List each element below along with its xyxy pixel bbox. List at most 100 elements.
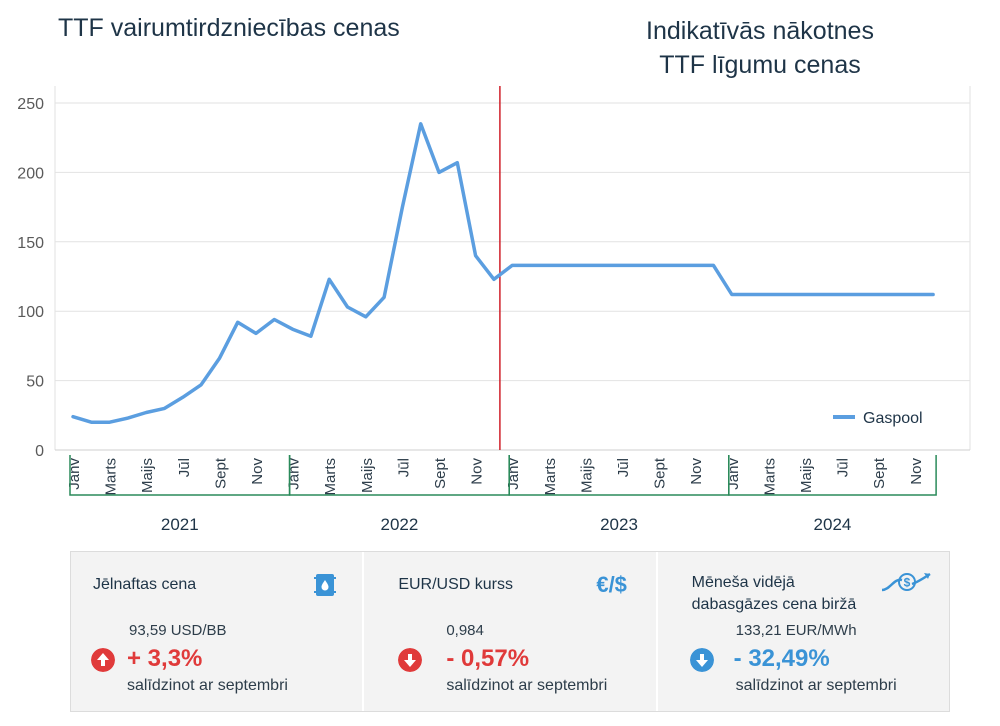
data-point <box>603 264 605 266</box>
x-month-label: Sept <box>871 457 888 489</box>
data-point <box>914 294 916 296</box>
card-gas-price-note: salīdzinot ar septembri <box>735 677 897 694</box>
card-gas-price-change: - 32,49% <box>733 645 830 672</box>
y-tick-label: 150 <box>17 235 44 252</box>
data-point <box>896 294 897 296</box>
y-tick-label: 250 <box>17 96 44 113</box>
data-point <box>456 162 458 164</box>
price-line-chart: 0 50 100 150 200 250 Gaspool Janv Marts Maijs Jūl S… <box>17 86 971 534</box>
data-point <box>310 335 312 337</box>
card-eurusd-title: EUR/USD kurss <box>398 576 514 593</box>
card-gas-price-title-line1: Mēneša vidējā <box>691 574 795 591</box>
x-month-label: Janv <box>505 458 522 490</box>
data-point <box>127 417 129 419</box>
x-month-label: Marts <box>322 458 339 496</box>
y-tick-label: 100 <box>17 304 44 321</box>
data-point <box>237 321 239 323</box>
data-point <box>639 264 641 266</box>
x-month-label: Sept <box>212 457 229 489</box>
data-point <box>786 294 788 296</box>
y-tick-label: 0 <box>35 443 44 460</box>
data-point <box>420 123 422 125</box>
data-point <box>200 384 202 386</box>
chart-title-futures: Indikatīvās nākotnes TTF līgumu cenas <box>590 14 930 82</box>
x-month-label: Sept <box>652 457 669 489</box>
chart-title-historical: TTF vairumtirdzniecības cenas <box>58 14 400 42</box>
data-point <box>621 264 623 266</box>
data-point <box>401 206 403 208</box>
x-month-label: Jūl <box>176 458 193 477</box>
data-point <box>438 171 440 173</box>
data-point <box>530 264 531 266</box>
card-gas-price: Mēneša vidējā dabasgāzes cena biržā $ 13… <box>658 552 949 711</box>
x-month-label: Nov <box>908 458 925 485</box>
data-point <box>676 264 678 266</box>
x-month-label: Jūl <box>835 458 852 477</box>
data-point <box>584 264 586 266</box>
data-point <box>731 294 733 296</box>
data-point <box>566 264 568 266</box>
data-point <box>273 319 275 321</box>
x-month-label: Janv <box>725 458 742 490</box>
data-point <box>164 407 165 409</box>
card-eurusd-change: - 0,57% <box>446 645 530 672</box>
y-tick-label: 50 <box>26 374 44 391</box>
card-crude-oil-title: Jēlnaftas cena <box>93 576 197 593</box>
arrow-down-icon <box>398 648 423 672</box>
x-month-label: Maijs <box>139 458 156 493</box>
dollar-trend-icon: $ <box>881 572 931 592</box>
data-point <box>255 332 257 334</box>
futures-title-line1: Indikatīvās nākotnes <box>646 17 874 45</box>
data-point <box>877 294 879 296</box>
data-point <box>182 396 184 398</box>
card-eurusd: EUR/USD kurss €/$ 0,984 - 0,57% salīdzin… <box>364 552 658 711</box>
x-month-label: Sept <box>432 457 449 489</box>
x-month-label: Maijs <box>798 458 815 493</box>
card-crude-oil-note: salīdzinot ar septembri <box>127 677 288 694</box>
x-month-label: Nov <box>469 458 486 485</box>
series-line-gaspool <box>71 122 935 424</box>
x-month-label: Jūl <box>395 458 412 477</box>
currency-icon: €/$ <box>596 572 627 597</box>
year-label: 2022 <box>380 515 418 534</box>
x-month-label: Jūl <box>615 458 632 477</box>
x-month-label: Marts <box>761 458 778 496</box>
data-point <box>90 421 92 423</box>
card-gas-price-title: Mēneša vidējā dabasgāzes cena biržā <box>692 572 857 616</box>
card-crude-oil-change: + 3,3% <box>127 645 203 672</box>
data-point <box>859 294 861 296</box>
data-point <box>511 264 513 266</box>
data-point <box>767 294 769 296</box>
x-month-label: Marts <box>542 458 559 496</box>
y-tick-label: 200 <box>17 165 44 182</box>
data-point <box>383 296 385 298</box>
data-point <box>694 264 696 266</box>
year-label: 2023 <box>600 515 638 534</box>
data-point <box>804 294 806 296</box>
legend-label: Gaspool <box>863 410 923 427</box>
x-month-label: Maijs <box>359 458 376 493</box>
x-month-label: Janv <box>66 458 83 490</box>
year-label: 2024 <box>814 515 852 534</box>
data-point <box>658 264 660 266</box>
data-point <box>493 278 495 280</box>
svg-text:$: $ <box>903 576 910 590</box>
data-point <box>749 294 751 296</box>
data-point <box>347 306 348 308</box>
data-point <box>932 294 934 296</box>
year-label: 2021 <box>161 515 199 534</box>
data-point <box>292 328 294 330</box>
oil-barrel-icon <box>314 574 336 596</box>
x-month-label: Nov <box>688 458 705 485</box>
arrow-up-icon <box>91 648 115 672</box>
data-point <box>548 264 550 266</box>
arrow-down-icon <box>689 648 714 672</box>
data-point <box>72 416 74 418</box>
data-point <box>365 316 367 318</box>
data-point <box>713 264 714 266</box>
card-gas-price-value: 133,21 EUR/MWh <box>735 622 857 639</box>
data-point <box>475 255 477 257</box>
card-gas-price-title-line2: dabasgāzes cena biržā <box>691 596 857 613</box>
data-point <box>822 294 824 296</box>
card-eurusd-note: salīdzinot ar septembri <box>446 677 608 694</box>
